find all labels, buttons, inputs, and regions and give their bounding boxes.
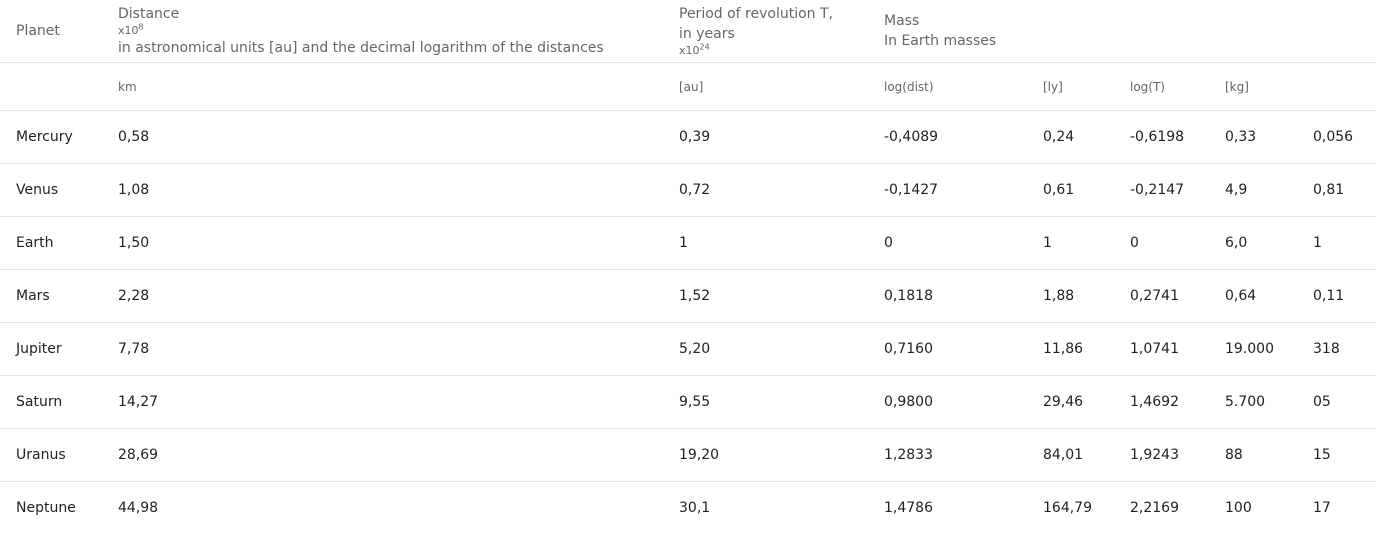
cell-km: 1,50: [102, 216, 663, 270]
cell-earth: 318: [1297, 322, 1376, 376]
cell-ly: 1,88: [1027, 269, 1114, 323]
cell-logdist: 0,9800: [868, 375, 1027, 429]
header-mass: Mass In Earth masses: [868, 0, 1376, 63]
cell-km: 28,69: [102, 428, 663, 482]
cell-logdist: 1,2833: [868, 428, 1027, 482]
cell-planet: Saturn: [0, 375, 102, 429]
cell-earth: 0,056: [1297, 110, 1376, 164]
cell-ly: 84,01: [1027, 428, 1114, 482]
header-row-units: km [au] log(dist) [ly] log(T) [kg]: [0, 62, 1376, 111]
distance-description: in astronomical units [au] and the decim…: [118, 40, 604, 56]
cell-ly: 164,79: [1043, 500, 1092, 516]
cell-au: 30,1: [679, 500, 711, 516]
cell-ly: 11,86: [1027, 322, 1114, 376]
cell-logdist: 1,4786: [884, 500, 933, 516]
cell-km: 44,98: [118, 500, 159, 516]
period-title-1: Period of revolution T,: [679, 6, 833, 22]
cell-earth: 0,11: [1297, 269, 1376, 323]
cell-ly: 1: [1027, 216, 1114, 270]
unit-earth-empty: [1297, 62, 1376, 111]
distance-multiplier: x108: [118, 22, 144, 37]
mass-title: Mass: [884, 13, 920, 29]
cell-km: 7,78: [102, 322, 663, 376]
table-row: Mars 2,28 1,52 0,1818 1,88 0,2741 0,64 0…: [0, 269, 1376, 323]
cell-logT: 2,2169: [1130, 500, 1179, 516]
cell-ly: 0,61: [1027, 163, 1114, 217]
cell-au: 9,55: [663, 375, 868, 429]
cell-ly: 0,24: [1027, 110, 1114, 164]
distance-title: Distance: [118, 6, 180, 22]
cell-planet: Venus: [0, 163, 102, 217]
cell-kg: 6,0: [1209, 216, 1297, 270]
cell-au: 1,52: [663, 269, 868, 323]
cell-logT: -0,6198: [1114, 110, 1209, 164]
cell-au: 5,20: [663, 322, 868, 376]
cell-kg: 88: [1209, 428, 1297, 482]
cell-planet: Uranus: [0, 428, 102, 482]
cell-logT: 1,0741: [1114, 322, 1209, 376]
cell-planet: Mercury: [0, 110, 102, 164]
table-row: Earth 1,50 1 0 1 0 6,0 1: [0, 216, 1376, 270]
cell-logT: 0,2741: [1114, 269, 1209, 323]
unit-kg: [kg]: [1209, 62, 1297, 111]
cell-earth: 05: [1297, 375, 1376, 429]
cell-kg: 0,64: [1209, 269, 1297, 323]
cell-kg: 4,9: [1209, 163, 1297, 217]
cell-logdist: -0,4089: [868, 110, 1027, 164]
unit-au: [au]: [663, 62, 868, 111]
table-row: Saturn 14,27 9,55 0,9800 29,46 1,4692 5.…: [0, 375, 1376, 429]
cell-planet: Jupiter: [0, 322, 102, 376]
cell-logdist: -0,1427: [868, 163, 1027, 217]
cell-km: 0,58: [102, 110, 663, 164]
cell-planet: Earth: [0, 216, 102, 270]
cell-earth: 0,81: [1297, 163, 1376, 217]
cell-au: 19,20: [663, 428, 868, 482]
unit-planet-empty: [0, 62, 102, 111]
cell-logT: -0,2147: [1114, 163, 1209, 217]
period-multiplier: x1024: [679, 42, 710, 57]
cell-logdist: 0,7160: [868, 322, 1027, 376]
cell-logdist: 0,1818: [868, 269, 1027, 323]
table-row: Mercury 0,58 0,39 -0,4089 0,24 -0,6198 0…: [0, 110, 1376, 164]
header-distance: Distance x108 in astronomical units [au]…: [102, 0, 663, 63]
header-row-titles: Planet Distance x108 in astronomical uni…: [0, 0, 1376, 63]
cell-au: 0,72: [663, 163, 868, 217]
header-period: Period of revolution T, in years x1024: [663, 0, 868, 63]
table-row: Neptune 44,98 30,1 1,4786 164,79 2,2169 …: [0, 482, 1376, 534]
cell-kg: 19.000: [1209, 322, 1297, 376]
cell-kg: 5.700: [1209, 375, 1297, 429]
cell-km: 2,28: [102, 269, 663, 323]
table-row: Jupiter 7,78 5,20 0,7160 11,86 1,0741 19…: [0, 322, 1376, 376]
cell-planet: Mars: [0, 269, 102, 323]
table-row: Uranus 28,69 19,20 1,2833 84,01 1,9243 8…: [0, 428, 1376, 482]
cell-earth: 17: [1313, 500, 1331, 516]
cell-logT: 0: [1114, 216, 1209, 270]
cell-earth: 1: [1297, 216, 1376, 270]
cell-logT: 1,9243: [1114, 428, 1209, 482]
unit-ly: [ly]: [1027, 62, 1114, 111]
cell-logdist: 0: [868, 216, 1027, 270]
cell-planet: Neptune: [16, 500, 76, 516]
cell-earth: 15: [1297, 428, 1376, 482]
period-title-2: in years: [679, 26, 735, 42]
cell-logT: 1,4692: [1114, 375, 1209, 429]
mass-description: In Earth masses: [884, 33, 997, 49]
cell-kg: 0,33: [1209, 110, 1297, 164]
unit-logT: log(T): [1114, 62, 1209, 111]
cell-km: 14,27: [102, 375, 663, 429]
cell-au: 0,39: [663, 110, 868, 164]
unit-logdist: log(dist): [868, 62, 1027, 111]
cell-ly: 29,46: [1027, 375, 1114, 429]
table-row: Venus 1,08 0,72 -0,1427 0,61 -0,2147 4,9…: [0, 163, 1376, 217]
cell-kg: 100: [1225, 500, 1252, 516]
cell-au: 1: [663, 216, 868, 270]
unit-km: km: [102, 62, 663, 111]
cell-km: 1,08: [102, 163, 663, 217]
header-planet: Planet: [0, 0, 102, 63]
